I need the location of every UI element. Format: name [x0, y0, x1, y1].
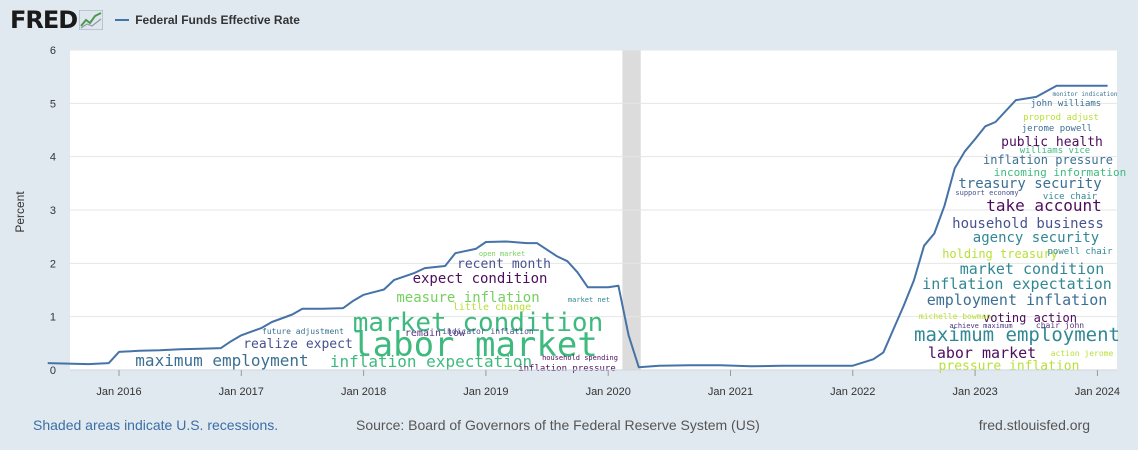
y-tick-label: 6: [50, 45, 56, 57]
y-axis: 0 1 2 3 4 5 6: [50, 45, 56, 377]
word-cloud-term: labor market: [352, 325, 598, 365]
chart-trend-icon: [79, 10, 104, 30]
fred-logo[interactable]: FRED: [10, 6, 104, 34]
header-bar: FRED Federal Funds Effective Rate: [10, 6, 300, 34]
x-tick-label: Jan 2019: [463, 386, 508, 398]
word-cloud-term: open market: [479, 250, 525, 258]
y-axis-label: Percent: [13, 191, 27, 233]
word-cloud-term: labor market: [928, 344, 1036, 362]
word-cloud-term: williams vice: [1020, 146, 1090, 156]
word-cloud-term: michelle bowman: [919, 312, 991, 321]
word-cloud-term: voting action: [983, 311, 1077, 325]
word-cloud-term: employment inflation: [927, 291, 1108, 309]
word-cloud-term: treasury security: [958, 176, 1101, 192]
word-cloud-term: agency security: [973, 230, 1099, 246]
word-cloud-term: proprod adjust: [1023, 113, 1099, 123]
word-cloud-term: inflation expectation: [922, 275, 1112, 293]
x-axis: Jan 2016 Jan 2017 Jan 2018 Jan 2019 Jan 2020…: [70, 369, 1120, 398]
word-cloud-term: maximum employment: [914, 324, 1120, 346]
word-cloud-term: recent month: [457, 257, 551, 272]
word-cloud-term: indicator inflation: [442, 327, 534, 336]
word-cloud-term: vice chair: [1043, 192, 1098, 202]
x-tick-label: Jan 2020: [586, 386, 631, 398]
legend-label: Federal Funds Effective Rate: [135, 13, 300, 27]
word-cloud-term: measure inflation: [396, 290, 539, 306]
word-cloud-term: action jerome: [1051, 349, 1114, 358]
site-link[interactable]: fred.stlouisfed.org: [978, 417, 1090, 433]
word-cloud-term: holding treasury: [942, 247, 1058, 261]
x-tick-label: Jan 2017: [219, 386, 264, 398]
word-cloud-term: powell chair: [1047, 247, 1113, 257]
chart-legend: Federal Funds Effective Rate: [115, 13, 300, 27]
word-cloud-term: household business: [952, 216, 1104, 232]
recession-note-link[interactable]: Shaded areas indicate U.S. recessions.: [33, 417, 279, 433]
y-tick-label: 3: [50, 205, 56, 217]
word-cloud-term: monitor indication: [1052, 91, 1117, 98]
word-cloud-term: market condition: [353, 308, 603, 338]
word-cloud-term: market net: [568, 296, 610, 304]
x-tick-label: Jan 2018: [341, 386, 386, 398]
word-cloud-term: pressure inflation: [939, 359, 1080, 374]
word-cloud-term: achieve maximum: [949, 322, 1012, 330]
y-tick-label: 2: [50, 258, 56, 270]
x-tick-label: Jan 2023: [952, 386, 997, 398]
word-cloud-term: remain low: [405, 328, 466, 339]
word-cloud-term: inflation pressure: [983, 153, 1113, 167]
y-tick-label: 5: [50, 98, 56, 110]
word-cloud-term: jerome powell: [1022, 124, 1092, 134]
word-cloud-term: public health: [1001, 135, 1103, 150]
x-tick-label: Jan 2022: [830, 386, 875, 398]
word-cloud-term: maximum employment: [135, 351, 308, 370]
x-tick-label: Jan 2016: [96, 386, 141, 398]
word-cloud-term: inflation expectation: [330, 352, 532, 371]
word-cloud-term: realize expect: [243, 337, 353, 352]
logo-text: FRED: [10, 6, 78, 34]
source-note: Source: Board of Governors of the Federa…: [356, 417, 760, 433]
y-tick-label: 1: [50, 312, 56, 324]
series-layer: [47, 84, 1108, 369]
word-cloud-term: support economy: [955, 189, 1018, 197]
legend-swatch: [115, 19, 130, 21]
series-line: [47, 84, 1108, 369]
y-tick-label: 0: [50, 365, 56, 377]
word-cloud-term: inflation pressure: [518, 364, 616, 374]
word-cloud-term: expect condition: [413, 271, 548, 287]
x-tick-label: Jan 2021: [708, 386, 753, 398]
x-tick-label: Jan 2024: [1075, 386, 1120, 398]
word-cloud-term: household spending: [542, 354, 618, 362]
word-cloud-term: take account: [986, 196, 1102, 215]
word-cloud-term: future adjustment: [262, 327, 344, 336]
word-cloud-term: chair john: [1036, 321, 1084, 330]
word-cloud-term: market condition: [960, 260, 1105, 278]
word-cloud-term: incoming information: [994, 166, 1126, 179]
word-cloud-term: john williams: [1031, 99, 1101, 109]
word-cloud-term: little change: [453, 302, 531, 313]
y-tick-label: 4: [50, 152, 56, 164]
